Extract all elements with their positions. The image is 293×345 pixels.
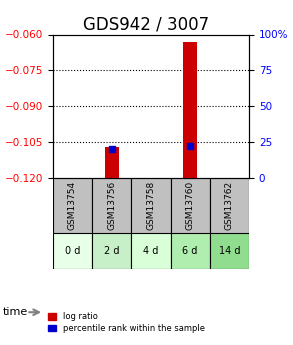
FancyBboxPatch shape bbox=[210, 178, 249, 233]
Bar bbox=[105, 147, 118, 178]
FancyBboxPatch shape bbox=[210, 233, 249, 269]
Legend: log ratio, percentile rank within the sample: log ratio, percentile rank within the sa… bbox=[48, 312, 205, 333]
Text: 14 d: 14 d bbox=[219, 246, 240, 256]
Bar bbox=[183, 42, 197, 178]
FancyBboxPatch shape bbox=[92, 233, 131, 269]
FancyBboxPatch shape bbox=[131, 178, 171, 233]
Text: 6 d: 6 d bbox=[183, 246, 198, 256]
Text: GSM13758: GSM13758 bbox=[146, 181, 155, 230]
Text: time: time bbox=[3, 307, 28, 317]
FancyBboxPatch shape bbox=[171, 233, 210, 269]
Text: 2 d: 2 d bbox=[104, 246, 119, 256]
Text: GSM13760: GSM13760 bbox=[186, 181, 195, 230]
FancyBboxPatch shape bbox=[53, 233, 92, 269]
FancyBboxPatch shape bbox=[92, 178, 131, 233]
Text: GSM13762: GSM13762 bbox=[225, 181, 234, 230]
Text: 4 d: 4 d bbox=[143, 246, 159, 256]
FancyBboxPatch shape bbox=[131, 233, 171, 269]
Text: GDS942 / 3007: GDS942 / 3007 bbox=[84, 15, 209, 33]
FancyBboxPatch shape bbox=[53, 178, 92, 233]
Text: 0 d: 0 d bbox=[65, 246, 80, 256]
Text: GSM13754: GSM13754 bbox=[68, 181, 77, 230]
FancyBboxPatch shape bbox=[171, 178, 210, 233]
Text: GSM13756: GSM13756 bbox=[107, 181, 116, 230]
